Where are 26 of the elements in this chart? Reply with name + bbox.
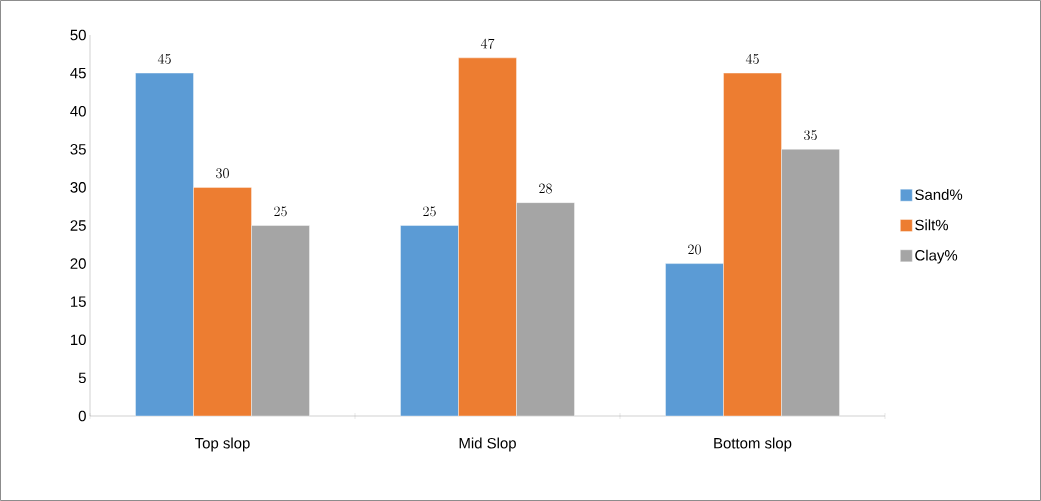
y-tick-label: 0 [78,410,86,422]
data-label: 30 [216,168,229,179]
y-tick-label: 30 [70,182,86,193]
data-label: 47 [480,38,495,49]
y-tick-label: 35 [70,144,86,155]
x-tick-label: Top slop [195,437,250,452]
data-label: 28 [539,183,552,194]
y-tick-label: 50 [70,29,86,41]
y-tick-label: 10 [71,334,86,346]
data-label: 45 [157,53,171,64]
y-tick-label: 20 [70,258,86,269]
y-tick-label: 15 [71,296,86,307]
legend-label: Silt% [915,219,949,231]
data-label: 25 [274,206,287,217]
y-tick-label: 25 [70,220,86,231]
y-tick-label: 45 [70,67,86,79]
legend-label: Sand% [915,189,963,200]
x-tick-label: Bottom slop [714,437,792,452]
data-label: 20 [688,244,701,255]
data-label: 35 [804,130,817,141]
data-label: 25 [423,206,436,217]
x-tick-label: Mid Slop [459,437,516,452]
y-tick-label: 40 [70,105,86,117]
y-tick-label: 5 [78,372,86,384]
data-label: 45 [745,53,759,64]
legend-label: Clay% [915,249,958,264]
